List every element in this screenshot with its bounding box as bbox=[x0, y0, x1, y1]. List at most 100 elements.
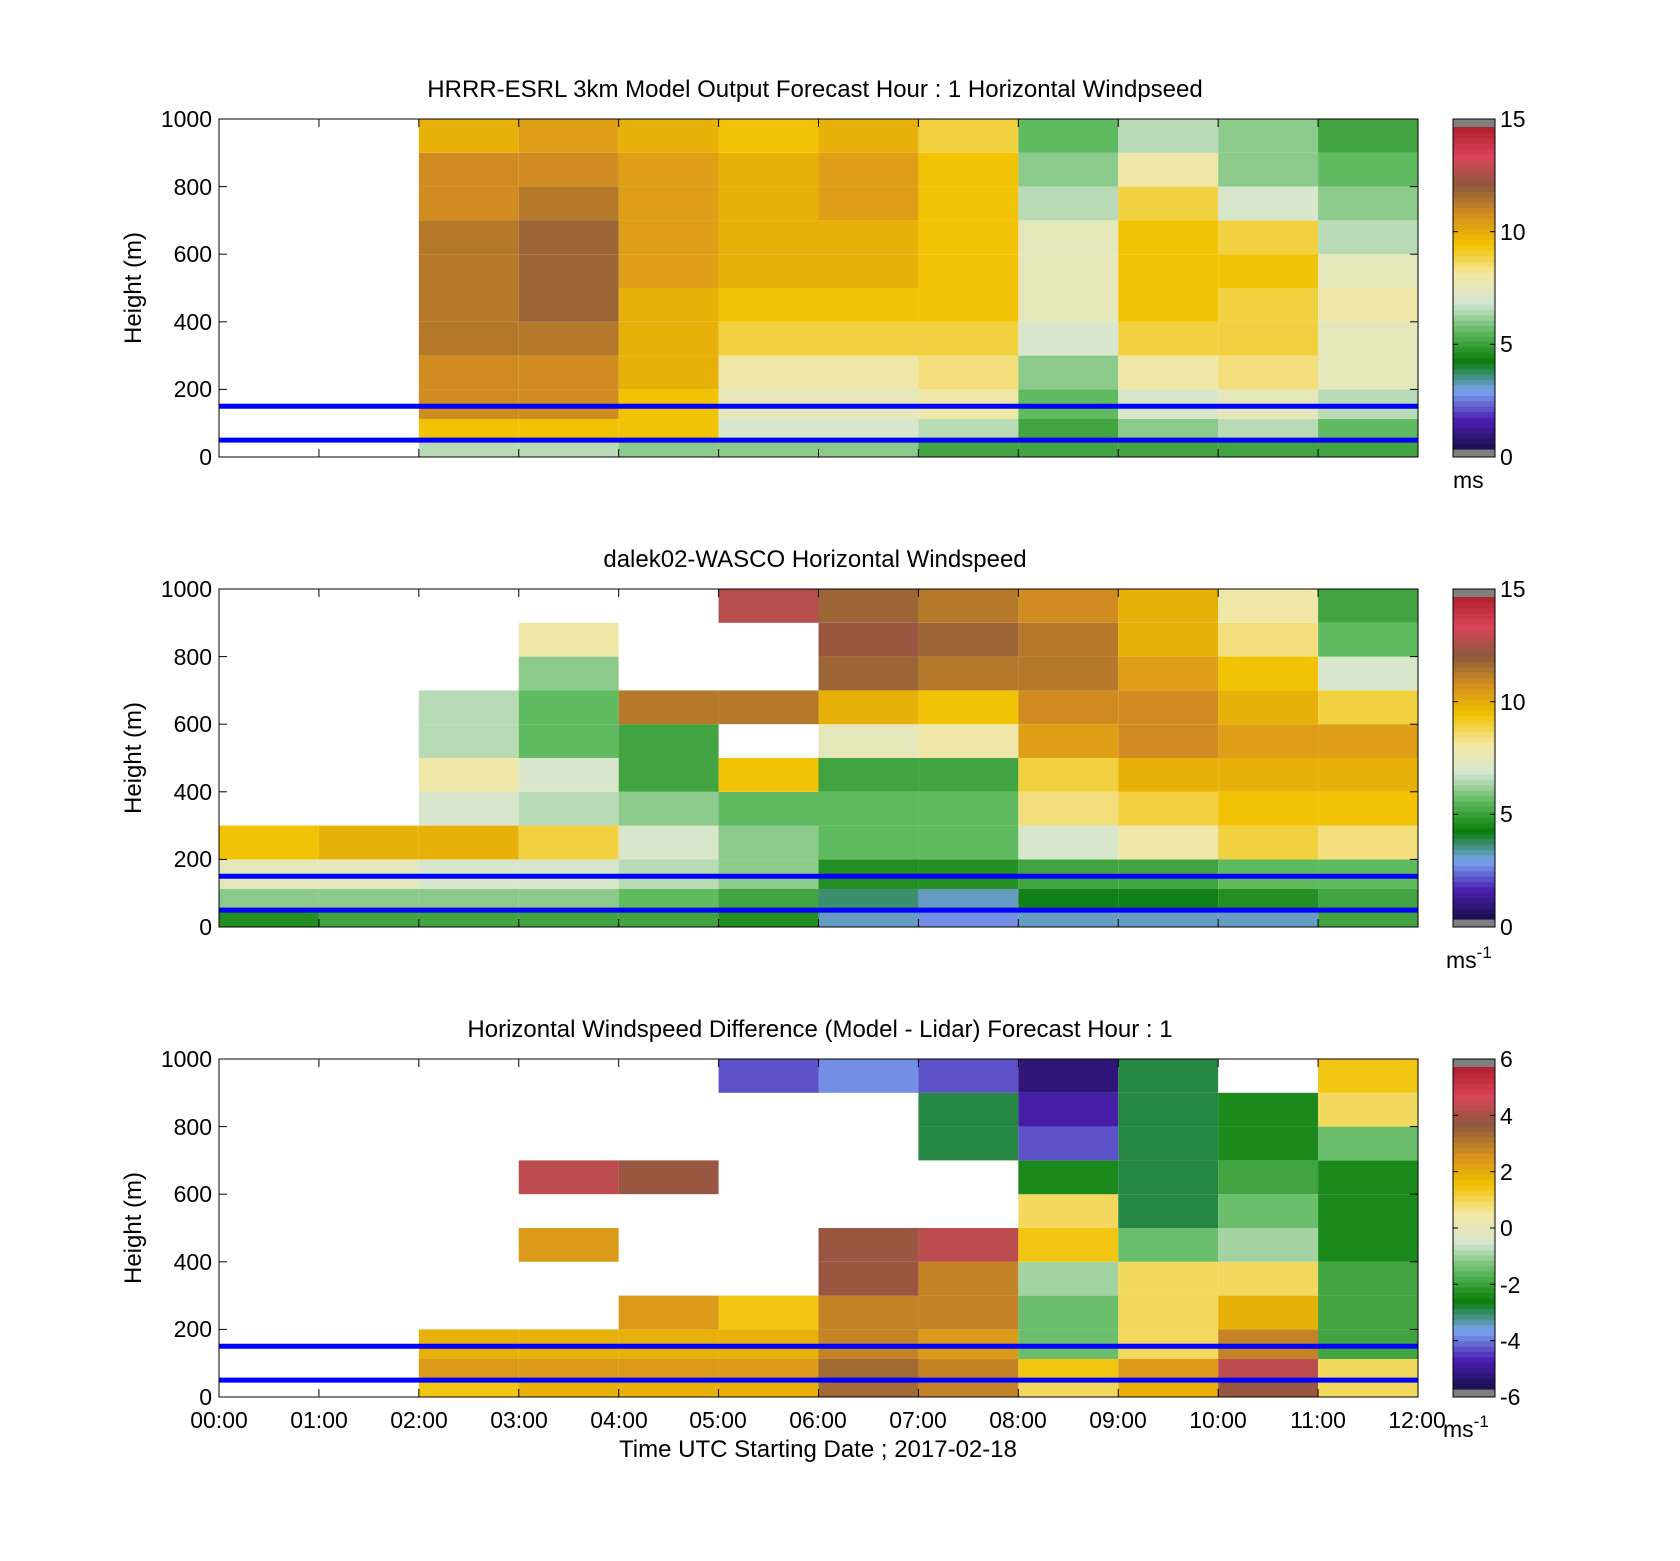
heatmap-cell bbox=[518, 288, 619, 322]
colorbar-segment bbox=[1453, 1319, 1495, 1326]
heatmap-cell bbox=[818, 589, 919, 623]
colorbar-segment bbox=[1453, 1083, 1495, 1090]
heatmap-cell bbox=[1118, 724, 1219, 758]
panel-difference-ref-lines bbox=[219, 1343, 1418, 1383]
colorbar-segment bbox=[1453, 180, 1495, 187]
colorbar-segment bbox=[1453, 406, 1495, 413]
colorbar-segment bbox=[1453, 1179, 1495, 1186]
heatmap-cell bbox=[1318, 254, 1418, 288]
colorbar-segment bbox=[1453, 1372, 1495, 1379]
heatmap-cell bbox=[1018, 418, 1119, 441]
colorbar-cap bbox=[1453, 449, 1495, 457]
colorbar-segment bbox=[1453, 698, 1495, 705]
colorbar-segment bbox=[1453, 186, 1495, 192]
colorbar-segment bbox=[1453, 314, 1495, 321]
colorbar-frame bbox=[1452, 118, 1496, 458]
heatmap-cell bbox=[1218, 1380, 1319, 1397]
heatmap-cell bbox=[1318, 1126, 1418, 1161]
colorbar-segment bbox=[1453, 384, 1495, 391]
colorbar-segment bbox=[1453, 309, 1495, 316]
colorbar-segment bbox=[1453, 1067, 1495, 1073]
colorbar-segment bbox=[1453, 336, 1495, 343]
colorbar-frame bbox=[1452, 588, 1496, 928]
heatmap-cell bbox=[918, 418, 1019, 441]
colorbar-segment bbox=[1453, 1115, 1495, 1122]
colorbar-tick-label: 0 bbox=[1500, 444, 1513, 470]
colorbar-segment bbox=[1453, 709, 1495, 716]
heatmap-cell bbox=[318, 825, 419, 860]
heatmap-cell bbox=[518, 622, 619, 657]
colorbar-speed-model: 0 5 10 15 ms bbox=[1452, 106, 1526, 493]
heatmap-cell bbox=[1018, 791, 1119, 826]
heatmap-cell bbox=[318, 888, 419, 911]
colorbar-difference: -6 -4 -2 0 2 4 6 ms-1 bbox=[1443, 1046, 1521, 1442]
heatmap-cell bbox=[618, 1295, 719, 1330]
colorbar-segment bbox=[1453, 908, 1495, 915]
heatmap-cell bbox=[918, 1295, 1019, 1330]
colorbar-segment bbox=[1453, 725, 1495, 732]
colorbar-segment bbox=[1453, 1356, 1495, 1363]
colorbar-segment bbox=[1453, 1378, 1495, 1385]
heatmap-cell bbox=[1018, 321, 1119, 356]
colorbar-segment bbox=[1453, 768, 1495, 775]
heatmap-cell bbox=[219, 888, 319, 911]
heatmap-cell bbox=[618, 152, 719, 187]
colorbar-segment bbox=[1453, 623, 1495, 630]
heatmap-cell bbox=[1118, 254, 1219, 288]
heatmap-cell bbox=[818, 1261, 919, 1296]
colorbar-segment bbox=[1453, 1308, 1495, 1315]
colorbar-segment bbox=[1453, 704, 1495, 711]
heatmap-cell bbox=[818, 656, 919, 691]
heatmap-cell bbox=[1118, 791, 1219, 826]
heatmap-cell bbox=[418, 888, 519, 911]
heatmap-cell bbox=[618, 186, 719, 221]
heatmap-cell bbox=[1018, 355, 1119, 390]
heatmap-cell bbox=[1218, 1295, 1319, 1330]
colorbar-segment bbox=[1453, 682, 1495, 689]
heatmap-cell bbox=[1018, 1380, 1119, 1397]
colorbar-segment bbox=[1453, 597, 1495, 603]
heatmap-cell bbox=[718, 1059, 819, 1093]
colorbar-segment bbox=[1453, 715, 1495, 722]
colorbar-segment bbox=[1453, 736, 1495, 743]
colorbar-segment bbox=[1453, 602, 1495, 609]
heatmap-cell bbox=[418, 186, 519, 221]
heatmap-cell bbox=[618, 791, 719, 826]
heatmap-cell bbox=[1318, 690, 1418, 725]
colorbar-segment bbox=[1453, 1072, 1495, 1079]
colorbar-segment bbox=[1453, 902, 1495, 909]
colorbar-segment bbox=[1453, 1303, 1495, 1310]
heatmap-cell bbox=[1118, 1261, 1219, 1296]
colorbar-segment bbox=[1453, 411, 1495, 418]
y-tick-label: 800 bbox=[174, 174, 212, 200]
y-tick-label: 0 bbox=[199, 444, 212, 470]
panel-lidar-cells bbox=[219, 589, 1418, 927]
heatmap-cell bbox=[618, 724, 719, 758]
colorbar-segment bbox=[1453, 347, 1495, 353]
colorbar-segment bbox=[1453, 196, 1495, 203]
heatmap-cell bbox=[918, 1126, 1019, 1161]
heatmap-cell bbox=[1118, 1194, 1219, 1228]
y-tick-label: 1000 bbox=[161, 106, 212, 132]
colorbar-segment bbox=[1453, 261, 1495, 268]
heatmap-cell bbox=[1318, 1194, 1418, 1228]
colorbar-segment bbox=[1453, 1287, 1495, 1293]
colorbar-segment bbox=[1453, 672, 1495, 679]
colorbar-segment bbox=[1453, 661, 1495, 668]
heatmap-cell bbox=[1018, 1228, 1119, 1262]
heatmap-cell bbox=[418, 355, 519, 390]
heatmap-cell bbox=[1318, 355, 1418, 390]
heatmap-cell bbox=[818, 355, 919, 390]
colorbar-segment bbox=[1453, 298, 1495, 305]
heatmap-cell bbox=[418, 418, 519, 441]
colorbar-segment bbox=[1453, 169, 1495, 176]
heatmap-cell bbox=[918, 910, 1019, 927]
heatmap-cell bbox=[1318, 758, 1418, 792]
y-tick-label: 0 bbox=[199, 1384, 212, 1410]
colorbar-segment bbox=[1453, 443, 1495, 450]
colorbar-segment bbox=[1453, 277, 1495, 284]
heatmap-cell bbox=[1118, 656, 1219, 691]
colorbar-segment bbox=[1453, 876, 1495, 883]
heatmap-cell bbox=[818, 152, 919, 187]
heatmap-cell bbox=[1318, 418, 1418, 441]
